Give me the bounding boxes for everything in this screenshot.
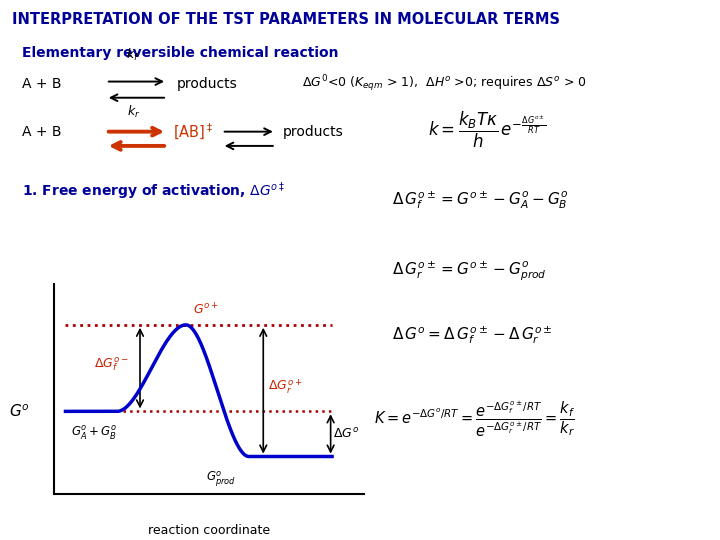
Text: $k = \dfrac{k_B T\kappa}{h} \, e^{-\frac{\Delta G^{o\pm}}{RT}}$: $k = \dfrac{k_B T\kappa}{h} \, e^{-\frac… bbox=[428, 110, 547, 150]
Text: [AB]$^\ddagger$: [AB]$^\ddagger$ bbox=[173, 122, 213, 143]
Text: reaction coordinate: reaction coordinate bbox=[148, 524, 270, 537]
Text: products: products bbox=[283, 125, 343, 139]
Text: $k_r$: $k_r$ bbox=[127, 104, 140, 120]
Text: $G_A^o + G_B^o$: $G_A^o + G_B^o$ bbox=[71, 424, 117, 442]
Text: $\Delta\,G^o = \Delta\,G_f^{o\pm} - \Delta\,G_r^{o\pm}$: $\Delta\,G^o = \Delta\,G_f^{o\pm} - \Del… bbox=[392, 324, 553, 346]
Text: INTERPRETATION OF THE TST PARAMETERS IN MOLECULAR TERMS: INTERPRETATION OF THE TST PARAMETERS IN … bbox=[12, 12, 560, 27]
Text: $K = e^{-\Delta G^o / RT} = \dfrac{e^{-\Delta G_f^{o\pm}/RT}}{e^{-\Delta G_r^{o\: $K = e^{-\Delta G^o / RT} = \dfrac{e^{-\… bbox=[374, 400, 575, 440]
Text: $\Delta G_r^{o+}$: $\Delta G_r^{o+}$ bbox=[268, 377, 302, 396]
Text: $\Delta\,G_f^{o\pm} = G^{o\pm} - G_A^o - G_B^o$: $\Delta\,G_f^{o\pm} = G^{o\pm} - G_A^o -… bbox=[392, 189, 569, 211]
Text: $k_f$: $k_f$ bbox=[127, 47, 140, 63]
Text: $\Delta G^o$: $\Delta G^o$ bbox=[333, 427, 359, 441]
Text: $\Delta G^0$<0 ($K_{eqm}$ > 1),  $\Delta H^o$ >0; requires $\Delta S^o$ > 0: $\Delta G^0$<0 ($K_{eqm}$ > 1), $\Delta … bbox=[302, 73, 587, 94]
Text: 1. Free energy of activation, $\Delta G^{o\ddagger}$: 1. Free energy of activation, $\Delta G^… bbox=[22, 181, 285, 202]
Text: A + B: A + B bbox=[22, 125, 61, 139]
Text: A + B: A + B bbox=[22, 77, 61, 91]
Text: $G^{o+}$: $G^{o+}$ bbox=[193, 302, 219, 318]
Text: $G^o$: $G^o$ bbox=[9, 403, 30, 420]
Text: $\Delta G_f^{o-}$: $\Delta G_f^{o-}$ bbox=[94, 355, 129, 373]
Text: $\Delta\,G_r^{o\pm} = G^{o\pm} - G_{prod}^o$: $\Delta\,G_r^{o\pm} = G^{o\pm} - G_{prod… bbox=[392, 259, 547, 283]
Text: $G_{prod}^o$: $G_{prod}^o$ bbox=[206, 470, 236, 489]
Text: Elementary reversible chemical reaction: Elementary reversible chemical reaction bbox=[22, 46, 338, 60]
Text: products: products bbox=[176, 77, 237, 91]
